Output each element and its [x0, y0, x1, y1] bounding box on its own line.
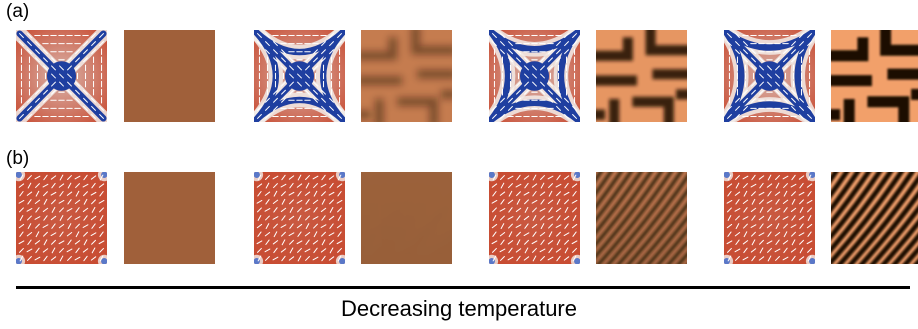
- director-field-panel: [489, 172, 580, 264]
- row-label-b: (b): [6, 148, 30, 169]
- pattern-panel: [124, 172, 215, 264]
- temperature-axis-line: [16, 286, 910, 289]
- pattern-panel: [361, 30, 452, 122]
- pattern-panel: [596, 30, 687, 122]
- pattern-panel: [361, 172, 452, 264]
- pattern-panel: [831, 172, 918, 264]
- temperature-axis-caption: Decreasing temperature: [340, 296, 577, 321]
- director-field-panel: [16, 172, 107, 264]
- director-field-panel: [254, 30, 345, 122]
- pattern-panel: [124, 30, 215, 122]
- director-field-panel: [16, 30, 107, 122]
- director-field-panel: [724, 30, 815, 122]
- director-field-panel: [489, 30, 580, 122]
- pattern-panel: [596, 172, 687, 264]
- director-field-panel: [724, 172, 815, 264]
- pattern-panel: [831, 30, 918, 122]
- row-label-a: (a): [6, 1, 30, 22]
- director-field-panel: [254, 172, 345, 264]
